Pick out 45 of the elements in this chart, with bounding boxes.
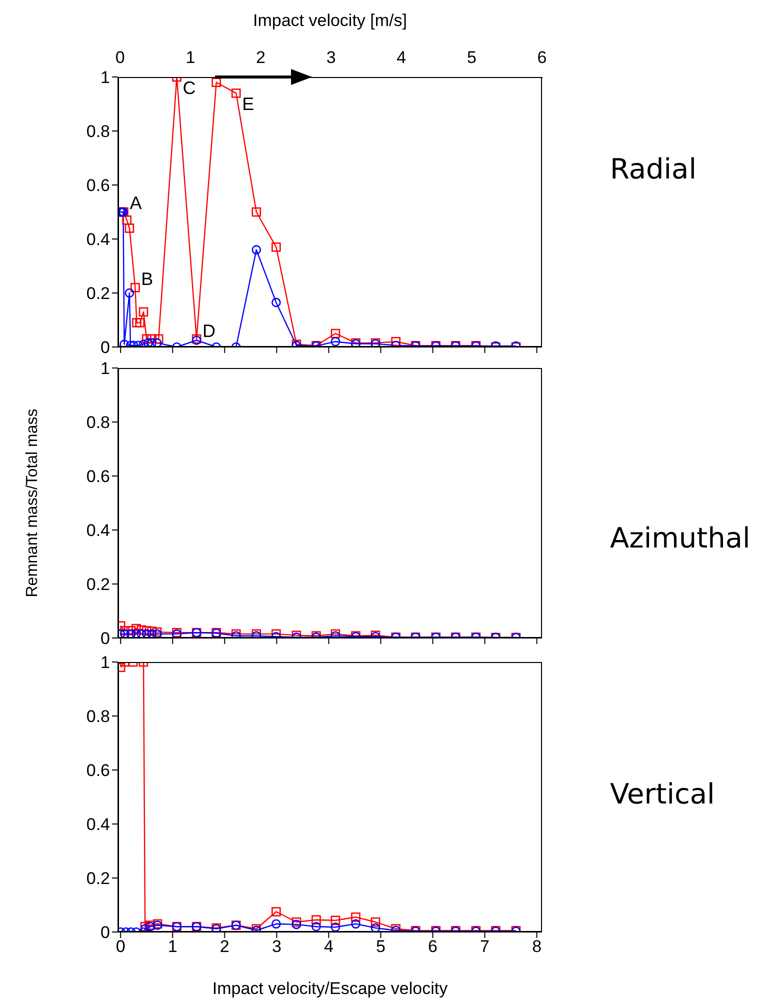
x-tick-label: 3 <box>272 937 282 956</box>
y-tick-label: 0 <box>100 923 110 942</box>
y-tick-label: 0.8 <box>86 413 110 432</box>
y-tick-label: 1 <box>100 68 110 88</box>
x2-tick-label: 5 <box>466 48 476 67</box>
y-tick-label: 0.8 <box>86 707 110 726</box>
x-axis-title: Impact velocity/Escape velocity <box>212 979 448 998</box>
x-tick-label: 2 <box>220 937 230 956</box>
y-tick-label: 0 <box>100 629 110 648</box>
x2-tick-label: 2 <box>256 48 266 67</box>
y-tick-label: 0.2 <box>86 869 110 888</box>
x2-tick-label: 6 <box>537 48 547 67</box>
y-tick-label: 0.6 <box>86 176 110 196</box>
x2-axis-title: Impact velocity [m/s] <box>253 11 407 30</box>
y-tick-label: 0.2 <box>86 575 110 594</box>
text: Vertical <box>610 778 715 811</box>
y-axis-title: Remnant mass/Total mass <box>24 408 42 598</box>
y-tick-label: 0 <box>100 338 110 358</box>
x-tick-label: 0 <box>116 937 126 956</box>
x-tick-label: 8 <box>532 937 542 956</box>
x-tick-label: 4 <box>324 937 334 956</box>
annotation: B <box>141 268 154 289</box>
y-tick-label: 1 <box>100 359 110 378</box>
y-tick-label: 0.6 <box>86 467 110 486</box>
y-tick-label: 1 <box>100 653 110 672</box>
annotation: C <box>182 78 196 98</box>
y-tick-label: 0.4 <box>86 815 110 834</box>
annotation: A <box>130 193 142 213</box>
y-tick-label: 0.4 <box>86 521 110 540</box>
annotation: E <box>242 94 254 114</box>
x2-tick-label: 1 <box>186 48 196 67</box>
x-tick-label: 1 <box>168 937 178 956</box>
y-tick-label: 0.6 <box>86 761 110 780</box>
annotation: D <box>202 321 216 342</box>
x2-tick-label: 3 <box>326 48 336 67</box>
text: Azimuthal <box>610 522 750 555</box>
y-tick-label: 0.8 <box>86 122 110 142</box>
x2-tick-label: 4 <box>396 48 406 67</box>
x-tick-label: 5 <box>376 937 386 956</box>
text: Radial <box>610 152 696 186</box>
x-tick-label: 6 <box>428 937 438 956</box>
y-tick-label: 0.2 <box>86 284 110 304</box>
x2-tick-label: 0 <box>115 48 125 67</box>
x-tick-label: 7 <box>480 937 490 956</box>
y-tick-label: 0.4 <box>86 230 110 250</box>
